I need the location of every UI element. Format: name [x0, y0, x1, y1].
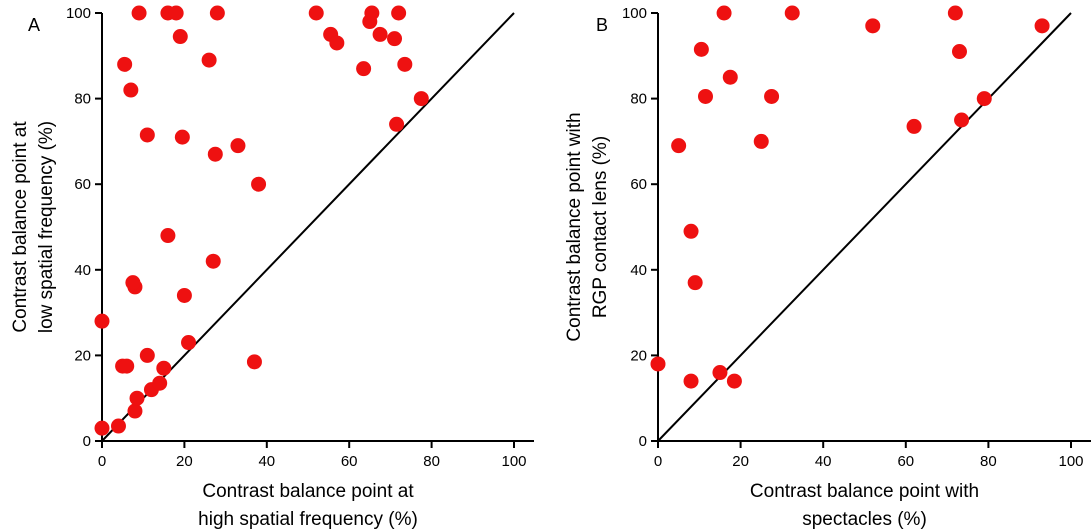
data-point — [722, 69, 738, 85]
data-point — [951, 44, 967, 60]
x-axis-title: high spatial frequency (%) — [198, 509, 418, 530]
data-point — [125, 275, 141, 291]
y-tick-label: 0 — [639, 433, 647, 450]
x-axis-title: Contrast balance point at — [202, 481, 414, 502]
data-point — [94, 313, 110, 329]
data-point — [139, 127, 155, 143]
y-axis-title: Contrast balance point at — [10, 121, 31, 333]
data-point — [205, 253, 221, 269]
y-tick-label: 20 — [74, 347, 91, 364]
y-tick-label: 40 — [74, 262, 91, 279]
data-point — [753, 133, 769, 149]
data-point — [329, 35, 345, 51]
data-point — [650, 356, 666, 372]
data-point — [413, 91, 429, 107]
data-point — [94, 420, 110, 436]
data-point — [683, 373, 699, 389]
data-point — [127, 403, 143, 419]
data-point — [356, 61, 372, 77]
data-point — [906, 118, 922, 134]
data-point — [246, 354, 262, 370]
y-tick-label: 0 — [83, 433, 91, 450]
data-point — [387, 31, 403, 47]
x-tick-label: 100 — [501, 453, 526, 470]
data-point — [117, 56, 133, 72]
y-tick-label: 100 — [622, 5, 647, 22]
data-point — [172, 29, 188, 45]
data-point — [209, 5, 225, 21]
y-tick-label: 80 — [74, 91, 91, 108]
data-point — [152, 375, 168, 391]
data-point — [712, 365, 728, 381]
x-tick-label: 60 — [897, 453, 914, 470]
y-tick-label: 60 — [630, 176, 647, 193]
panel-label: B — [596, 15, 608, 35]
data-point — [865, 18, 881, 34]
y-tick-label: 40 — [630, 262, 647, 279]
y-axis-title: low spatial frequency (%) — [36, 121, 57, 333]
data-point — [176, 287, 192, 303]
x-axis-title: Contrast balance point with — [750, 481, 979, 502]
data-point — [110, 418, 126, 434]
x-tick-label: 40 — [815, 453, 832, 470]
data-point — [693, 41, 709, 57]
x-tick-label: 20 — [176, 453, 193, 470]
data-point — [160, 228, 176, 244]
data-point — [129, 390, 145, 406]
y-tick-label: 20 — [630, 347, 647, 364]
y-tick-label: 100 — [66, 5, 91, 22]
data-point — [1034, 18, 1050, 34]
data-point — [683, 223, 699, 239]
data-point — [671, 138, 687, 154]
data-point — [230, 138, 246, 154]
x-tick-label: 60 — [341, 453, 358, 470]
data-point — [389, 116, 405, 132]
data-point — [174, 129, 190, 145]
data-point — [251, 176, 267, 192]
identity-line — [101, 12, 515, 442]
panel-label: A — [28, 15, 40, 35]
data-point — [123, 82, 139, 98]
data-point — [726, 373, 742, 389]
y-tick-label: 80 — [630, 91, 647, 108]
x-tick-label: 100 — [1058, 453, 1083, 470]
data-point — [139, 347, 155, 363]
data-point — [697, 88, 713, 104]
x-tick-label: 80 — [423, 453, 440, 470]
data-point — [372, 26, 388, 42]
data-point — [716, 5, 732, 21]
data-point — [364, 5, 380, 21]
x-tick-label: 0 — [98, 453, 106, 470]
data-point — [947, 5, 963, 21]
data-point — [976, 91, 992, 107]
x-tick-label: 80 — [980, 453, 997, 470]
data-point — [397, 56, 413, 72]
panel-b: 0 20 40 60 80 100 0 20 40 60 80 100 B Contrast balanc… — [564, 5, 1091, 530]
panel-a: 0 20 40 60 80 100 0 20 40 60 80 100 A Contrast balanc… — [10, 5, 534, 530]
data-point — [954, 112, 970, 128]
data-point — [391, 5, 407, 21]
data-point — [156, 360, 172, 376]
x-tick-label: 40 — [258, 453, 275, 470]
data-point — [207, 146, 223, 162]
x-tick-label: 20 — [732, 453, 749, 470]
data-point — [168, 5, 184, 21]
data-point — [784, 5, 800, 21]
y-axis-title: RGP contact lens (%) — [590, 136, 611, 318]
x-tick-label: 0 — [654, 453, 662, 470]
y-axis-title: Contrast balance point with — [564, 112, 585, 341]
data-point — [131, 5, 147, 21]
y-tick-label: 60 — [74, 176, 91, 193]
data-point — [687, 275, 703, 291]
data-point — [764, 88, 780, 104]
x-axis-title: spectacles (%) — [802, 509, 927, 530]
data-point — [181, 335, 197, 351]
data-point — [119, 358, 135, 374]
data-point — [201, 52, 217, 68]
data-point — [308, 5, 324, 21]
